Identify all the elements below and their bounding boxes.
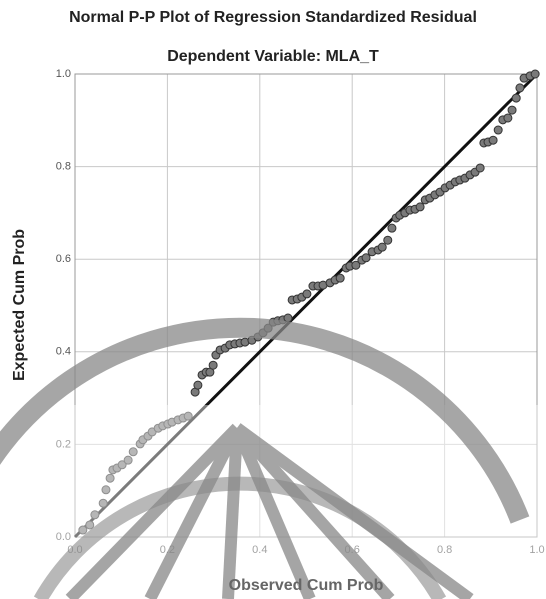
- plot-area: 0.00.20.40.60.81.00.00.20.40.60.81.0: [56, 68, 545, 556]
- reference-line: [73, 72, 539, 539]
- x-tick-label: 0.8: [437, 544, 452, 556]
- point: [283, 313, 293, 323]
- point: [503, 113, 513, 123]
- y-tick-label: 0.2: [56, 438, 71, 450]
- point: [183, 411, 193, 421]
- chart-title: Normal P-P Plot of Regression Standardiz…: [69, 9, 477, 26]
- point: [387, 223, 397, 233]
- point: [90, 510, 100, 520]
- point: [78, 525, 88, 535]
- point: [515, 83, 525, 93]
- point: [335, 273, 345, 283]
- point: [493, 125, 503, 135]
- watermark-spokes: [65, 423, 474, 599]
- point: [123, 455, 133, 465]
- point: [101, 485, 111, 495]
- point: [208, 360, 218, 370]
- x-tick-label: 1.0: [529, 544, 544, 556]
- x-axis-label: Observed Cum Prob: [229, 577, 384, 594]
- point: [105, 473, 115, 483]
- point: [193, 380, 203, 390]
- x-tick-label: 0.4: [252, 544, 267, 556]
- y-tick-label: 0.6: [56, 253, 71, 265]
- point: [85, 520, 95, 530]
- point: [488, 135, 498, 145]
- point: [383, 235, 393, 245]
- point: [511, 93, 521, 103]
- point: [302, 289, 312, 299]
- y-tick-label: 0.0: [56, 531, 71, 543]
- point: [507, 105, 517, 115]
- point: [530, 69, 540, 79]
- chart-subtitle: Dependent Variable: MLA_T: [167, 48, 379, 65]
- y-tick-label: 1.0: [56, 68, 71, 80]
- plot-border: [74, 73, 538, 538]
- point: [377, 242, 387, 252]
- watermark: [0, 317, 546, 599]
- y-tick-label: 0.4: [56, 346, 71, 358]
- point: [98, 498, 108, 508]
- watermark-arc: [0, 317, 530, 524]
- point: [117, 460, 127, 470]
- point: [361, 253, 371, 263]
- y-axis-label: Expected Cum Prob: [11, 229, 28, 381]
- point: [128, 447, 138, 457]
- point: [415, 202, 425, 212]
- point: [351, 260, 361, 270]
- point: [475, 163, 485, 173]
- y-tick-label: 0.8: [56, 161, 71, 173]
